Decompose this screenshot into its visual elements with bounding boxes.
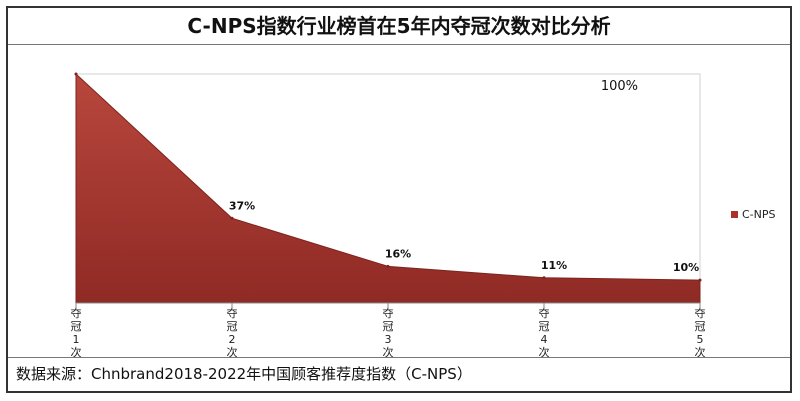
chart-frame: C-NPS指数行业榜首在5年内夺冠次数对比分析 100% 37% 16% 11% 10%… <box>6 6 792 393</box>
area-chart: 100% 37% 16% 11% 10% 夺冠 1 次 夺冠 2 次 夺冠 3 次 夺冠 4 次 夺冠 5 次 C-N… <box>71 72 776 359</box>
source-note: 数据来源：Chnbrand2018-2022年中国顾客推荐度指数（C-NPS） <box>8 357 790 391</box>
data-label-4: 11% <box>541 259 567 272</box>
data-point-4 <box>542 276 546 280</box>
chart-title: C-NPS指数行业榜首在5年内夺冠次数对比分析 <box>8 8 790 45</box>
x-tick-label-2: 夺冠 2 次 <box>227 307 238 359</box>
data-label-1: 100% <box>601 79 638 94</box>
legend: C-NPS <box>731 208 776 221</box>
legend-label-cnps: C-NPS <box>742 208 776 221</box>
x-tick-label-4: 夺冠 4 次 <box>539 307 550 359</box>
area-series-cnps <box>75 72 701 304</box>
legend-swatch-cnps <box>731 211 738 218</box>
x-tick-label-3: 夺冠 3 次 <box>383 307 394 359</box>
data-point-5 <box>698 278 702 282</box>
data-point-2 <box>230 216 234 220</box>
plot-area: 100% 37% 16% 11% 10% 夺冠 1 次 夺冠 2 次 夺冠 3 次 夺冠 4 次 夺冠 5 次 C-N… <box>8 44 790 359</box>
data-label-3: 16% <box>385 247 411 260</box>
x-tick-label-5: 夺冠 5 次 <box>695 307 706 359</box>
data-point-3 <box>386 264 390 268</box>
data-label-5: 10% <box>673 261 699 274</box>
x-tick-label-1: 夺冠 1 次 <box>71 307 82 359</box>
data-label-2: 37% <box>229 199 255 212</box>
data-point-1 <box>74 72 78 76</box>
